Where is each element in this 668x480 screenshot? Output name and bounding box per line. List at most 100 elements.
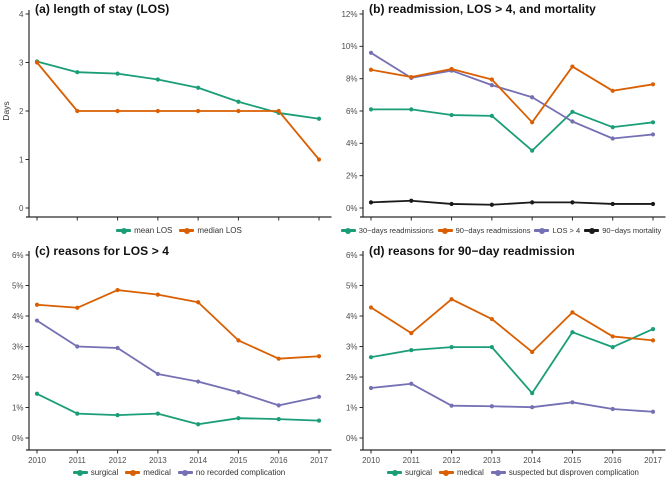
data-point xyxy=(449,201,454,207)
y-axis-ticks: 0% 1% 2% 3% 4% 5% 6% xyxy=(346,251,363,443)
legend-item: median LOS xyxy=(179,226,242,235)
legend-item: suspected but disproven complication xyxy=(490,468,639,477)
x-tick-label: 2012 xyxy=(109,456,127,465)
data-point xyxy=(236,390,241,395)
data-point xyxy=(449,403,454,408)
series-suspected-but-disproven-complication xyxy=(368,381,656,414)
data-point xyxy=(570,64,575,69)
legend-label: no recorded complication xyxy=(195,468,286,477)
data-point xyxy=(34,318,40,323)
y-tick-label: 0% xyxy=(346,204,358,213)
y-axis-ticks: 0% 2% 4% 6% 8% 10% 12% xyxy=(341,10,363,213)
legend-label: LOS > 4 xyxy=(552,226,581,235)
data-point xyxy=(75,305,80,310)
x-axis-ticks: 2010 2011 2012 2013 2014 2015 2016 2017 xyxy=(28,450,328,465)
legend-line-dot-swatch-icon xyxy=(534,227,550,235)
series-medical xyxy=(34,287,322,361)
data-point xyxy=(449,345,454,350)
y-tick-label: 4% xyxy=(346,139,358,148)
data-point xyxy=(75,108,80,114)
panel-d-line-chart: 0%1%2%3%4%5%6%2010 2011 2012 2013 2014 2015 20… xyxy=(346,251,666,465)
legend-item: medical xyxy=(438,468,484,477)
y-tick-label: 1 xyxy=(19,155,24,164)
data-point xyxy=(530,148,535,153)
series-surgical xyxy=(368,327,656,396)
data-point xyxy=(409,198,414,203)
panel-a-legend: mean LOS median LOS xyxy=(26,226,332,235)
panel-a-line-chart: 0 1 2 3 4 Days xyxy=(1,10,332,221)
legend-line-dot-swatch-icon xyxy=(387,469,403,477)
data-point xyxy=(530,391,535,396)
legend-label: surgical xyxy=(405,468,432,477)
series-no-recorded-complication xyxy=(34,318,322,408)
legend-line-dot-swatch-icon xyxy=(584,227,600,235)
data-point xyxy=(409,330,414,336)
data-point xyxy=(570,400,575,405)
y-tick-label: 2% xyxy=(12,373,24,382)
data-point xyxy=(155,77,160,82)
legend-label: 30−days readmissions xyxy=(358,226,434,235)
legend-label: 90−days readmissions xyxy=(455,226,531,235)
data-point xyxy=(236,338,241,343)
y-tick-label: 10% xyxy=(341,42,357,51)
legend-line-dot-swatch-icon xyxy=(179,227,195,235)
series-90-days-mortality xyxy=(368,198,656,207)
x-tick-label: 2013 xyxy=(149,456,167,465)
series-line xyxy=(36,319,320,407)
data-point xyxy=(570,330,575,335)
legend-line-dot-swatch-icon xyxy=(438,469,454,477)
data-point xyxy=(449,297,454,302)
data-point xyxy=(530,200,535,205)
data-point xyxy=(276,108,281,114)
data-point xyxy=(276,356,281,361)
data-point xyxy=(530,349,535,355)
legend-item: 30−days readmissions xyxy=(340,226,434,235)
panel-a-title: (a) length of stay (LOS) xyxy=(35,2,170,16)
legend-label: mean LOS xyxy=(134,226,173,235)
series-los-4 xyxy=(368,50,656,141)
legend-item: surgical xyxy=(72,468,119,477)
y-tick-label: 4% xyxy=(12,312,24,321)
y-tick-label: 4% xyxy=(346,312,358,321)
legend-item: 90−days mortality xyxy=(584,226,661,235)
y-tick-label: 3% xyxy=(346,342,358,351)
legend-label: surgical xyxy=(90,468,119,477)
panel-a-length-of-stay: (a) length of stay (LOS) 0 1 2 3 4 Days mean … xyxy=(0,0,334,240)
legend-line-dot-swatch-icon xyxy=(116,227,132,235)
legend-item: medical xyxy=(125,468,171,477)
data-point xyxy=(489,404,494,409)
data-point xyxy=(155,108,160,114)
x-axis-ticks xyxy=(370,217,654,221)
panel-c-legend: surgical medical no recorded complication xyxy=(26,468,332,477)
x-tick-label: 2010 xyxy=(362,456,380,465)
data-point xyxy=(650,82,656,87)
x-tick-label: 2010 xyxy=(28,456,46,465)
series-line xyxy=(36,289,320,360)
legend-line-dot-swatch-icon xyxy=(177,469,193,477)
data-point xyxy=(409,74,414,80)
data-point xyxy=(196,85,201,90)
legend-item: 90−days readmissions xyxy=(437,226,531,235)
legend-label: 90−days mortality xyxy=(602,226,662,235)
data-point xyxy=(115,413,120,418)
data-point xyxy=(276,403,281,408)
y-tick-label: 12% xyxy=(341,10,357,19)
data-point xyxy=(316,394,322,399)
x-tick-label: 2011 xyxy=(403,456,421,465)
data-point xyxy=(610,201,615,207)
legend-label: median LOS xyxy=(197,226,242,235)
y-tick-label: 2% xyxy=(346,373,358,382)
panel-d-title: (d) reasons for 90−day readmission xyxy=(369,244,575,258)
data-point xyxy=(34,60,40,65)
data-point xyxy=(610,88,615,93)
legend-item: LOS > 4 xyxy=(534,226,580,235)
data-point xyxy=(610,125,615,130)
data-point xyxy=(316,116,322,121)
data-point xyxy=(316,418,322,423)
series-30-days-readmissions xyxy=(368,107,656,153)
data-point xyxy=(368,200,374,205)
data-point xyxy=(489,345,494,350)
data-point xyxy=(570,119,575,124)
y-tick-label: 6% xyxy=(12,251,24,260)
data-point xyxy=(409,381,414,386)
